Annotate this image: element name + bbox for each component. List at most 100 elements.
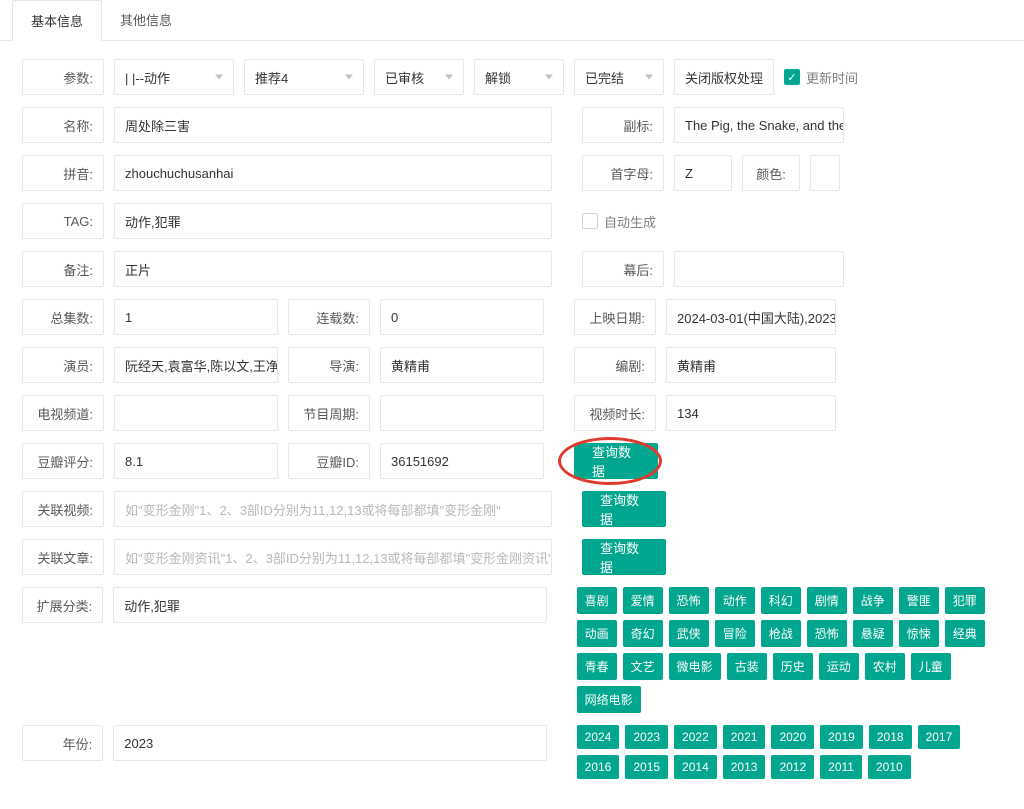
year-tag[interactable]: 2012 [771,755,814,779]
input-pinyin[interactable]: zhouchuchusanhai [114,155,552,191]
year-tag[interactable]: 2015 [625,755,668,779]
input-behind[interactable] [674,251,844,287]
genre-tag[interactable]: 奇幻 [623,620,663,647]
genre-tag[interactable]: 爱情 [623,587,663,614]
input-duration[interactable]: 134 [666,395,836,431]
year-tag[interactable]: 2018 [869,725,912,749]
label-year: 年份: [22,725,103,761]
year-tag[interactable]: 2019 [820,725,863,749]
input-actors[interactable]: 阮经天,袁富华,陈以文,王净,谢 [114,347,278,383]
label-behind: 幕后: [582,251,664,287]
select-lock[interactable]: 解锁 [474,59,564,95]
genre-tag[interactable]: 冒险 [715,620,755,647]
year-tag[interactable]: 2014 [674,755,717,779]
input-douban-score[interactable]: 8.1 [114,443,278,479]
input-subtitle[interactable]: The Pig, the Snake, and the [674,107,844,143]
genre-tag[interactable]: 武侠 [669,620,709,647]
label-note: 备注: [22,251,104,287]
genre-tag[interactable]: 经典 [945,620,985,647]
input-color[interactable] [810,155,840,191]
genre-tag[interactable]: 恐怖 [807,620,847,647]
form: 参数: | |--动作 推荐4 已审核 解锁 已完结 关闭版权处理 ✓ 更新时间… [0,41,1024,809]
genre-tag[interactable]: 动作 [715,587,755,614]
year-tag[interactable]: 2024 [577,725,620,749]
tab-basic[interactable]: 基本信息 [12,0,102,41]
genre-tag[interactable]: 儿童 [911,653,951,680]
genre-tag[interactable]: 科幻 [761,587,801,614]
genre-tag[interactable]: 战争 [853,587,893,614]
genre-tag[interactable]: 悬疑 [853,620,893,647]
genre-tag[interactable]: 惊悚 [899,620,939,647]
year-tag[interactable]: 2013 [723,755,766,779]
select-recommend[interactable]: 推荐4 [244,59,364,95]
select-copyright[interactable]: 关闭版权处理 [674,59,774,95]
year-tag[interactable]: 2010 [868,755,911,779]
year-tag[interactable]: 2016 [577,755,620,779]
input-year[interactable]: 2023 [113,725,547,761]
input-initial[interactable]: Z [674,155,732,191]
label-writer: 编剧: [574,347,656,383]
label-related-article: 关联文章: [22,539,104,575]
genre-tag[interactable]: 历史 [773,653,813,680]
genre-tag[interactable]: 运动 [819,653,859,680]
label-related-video: 关联视频: [22,491,104,527]
input-director[interactable]: 黄精甫 [380,347,544,383]
label-tag: TAG: [22,203,104,239]
checkbox-label: 自动生成 [604,212,656,231]
input-douban-id[interactable]: 36151692 [380,443,544,479]
genre-tag[interactable]: 枪战 [761,620,801,647]
genre-tag-list: 喜剧爱情恐怖动作科幻剧情战争警匪犯罪动画奇幻武侠冒险枪战恐怖悬疑惊悚经典青春文艺… [577,587,1002,713]
tab-other[interactable]: 其他信息 [102,0,190,40]
genre-tag[interactable]: 喜剧 [577,587,617,614]
query-related-article-button[interactable]: 查询数据 [582,539,666,575]
label-release: 上映日期: [574,299,656,335]
genre-tag[interactable]: 犯罪 [945,587,985,614]
check-icon: ✓ [784,69,800,85]
input-total-episodes[interactable]: 1 [114,299,278,335]
input-ext-category[interactable]: 动作,犯罪 [113,587,547,623]
input-serial[interactable]: 0 [380,299,544,335]
genre-tag[interactable]: 网络电影 [577,686,641,713]
input-name[interactable]: 周处除三害 [114,107,552,143]
year-tag[interactable]: 2023 [625,725,668,749]
select-status[interactable]: 已完结 [574,59,664,95]
label-serial: 连载数: [288,299,370,335]
genre-tag[interactable]: 恐怖 [669,587,709,614]
query-related-video-button[interactable]: 查询数据 [582,491,666,527]
input-tag[interactable]: 动作,犯罪 [114,203,552,239]
genre-tag[interactable]: 文艺 [623,653,663,680]
select-category[interactable]: | |--动作 [114,59,234,95]
input-tv[interactable] [114,395,278,431]
year-tag[interactable]: 2017 [918,725,961,749]
select-review[interactable]: 已审核 [374,59,464,95]
input-cycle[interactable] [380,395,544,431]
label-cycle: 节目周期: [288,395,370,431]
input-related-article[interactable]: 如"变形金刚资讯"1、2、3部ID分别为11,12,13或将每部都填"变形金刚资… [114,539,552,575]
input-note[interactable]: 正片 [114,251,552,287]
genre-tag[interactable]: 警匪 [899,587,939,614]
year-tag[interactable]: 2022 [674,725,717,749]
genre-tag[interactable]: 剧情 [807,587,847,614]
label-initial: 首字母: [582,155,664,191]
year-tag[interactable]: 2011 [820,755,862,779]
genre-tag[interactable]: 古装 [727,653,767,680]
genre-tag[interactable]: 青春 [577,653,617,680]
genre-tag[interactable]: 微电影 [669,653,721,680]
checkbox-icon [582,213,598,229]
label-ext-category: 扩展分类: [22,587,103,623]
genre-tag[interactable]: 动画 [577,620,617,647]
label-name: 名称: [22,107,104,143]
label-total-episodes: 总集数: [22,299,104,335]
checkbox-auto-generate[interactable]: 自动生成 [582,212,656,231]
input-release[interactable]: 2024-03-01(中国大陆),2023 [666,299,836,335]
label-param: 参数: [22,59,104,95]
query-douban-button[interactable]: 查询数据 [574,443,658,479]
checkbox-update-time[interactable]: ✓ 更新时间 [784,68,858,87]
input-writer[interactable]: 黄精甫 [666,347,836,383]
input-related-video[interactable]: 如"变形金刚"1、2、3部ID分别为11,12,13或将每部都填"变形金刚" [114,491,552,527]
genre-tag[interactable]: 农村 [865,653,905,680]
label-director: 导演: [288,347,370,383]
year-tag[interactable]: 2020 [771,725,814,749]
year-tag[interactable]: 2021 [723,725,766,749]
label-douban-score: 豆瓣评分: [22,443,104,479]
